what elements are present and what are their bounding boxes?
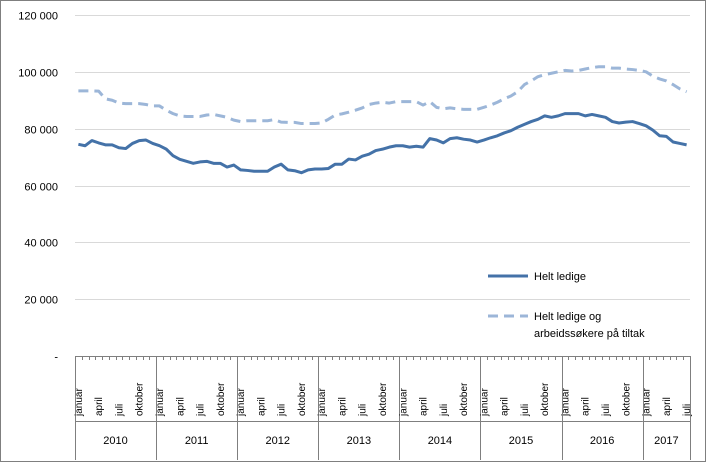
x-year-label: 2010 <box>103 435 127 447</box>
legend: Helt ledige Helt ledige og arbeidssøkere p… <box>488 271 645 340</box>
x-month-label: oktober <box>216 382 227 416</box>
legend-label: Helt ledige og arbeidssøkere på tiltak <box>534 311 645 340</box>
x-month-label: januar <box>155 388 166 417</box>
y-tick-label: 40 000 <box>24 238 58 250</box>
x-month-label: januar <box>560 388 571 417</box>
x-month-label: april <box>256 397 267 416</box>
x-month-label: juli <box>520 404 531 417</box>
x-month-label: april <box>419 397 430 416</box>
x-year-label: 2017 <box>654 435 678 447</box>
x-month-label: april <box>662 397 673 416</box>
y-tick-label: 120 000 <box>18 11 58 23</box>
y-tick-label: - <box>54 352 58 364</box>
x-month-label: oktober <box>621 382 632 416</box>
x-month-label: januar <box>642 388 653 417</box>
x-year-label: 2013 <box>347 435 371 447</box>
x-month-label: april <box>175 397 186 416</box>
x-month-label: juli <box>277 404 288 417</box>
x-month-label: juli <box>682 404 693 417</box>
x-month-label: juli <box>114 404 125 417</box>
x-month-label: april <box>94 397 105 416</box>
series-line-helt-ledige-og-tiltak <box>78 65 688 126</box>
x-month-label: juli <box>196 404 207 417</box>
y-tick-label: 60 000 <box>24 182 58 194</box>
x-month-label: april <box>337 397 348 416</box>
x-month-label: januar <box>317 388 328 417</box>
x-month-label: oktober <box>297 382 308 416</box>
x-month-label: oktober <box>135 382 146 416</box>
y-tick-label: 100 000 <box>18 68 58 80</box>
gridlines <box>75 15 690 300</box>
x-month-label: januar <box>74 388 85 417</box>
x-month-label: juli <box>358 404 369 417</box>
x-month-label: juli <box>601 404 612 417</box>
legend-label: Helt ledige <box>534 271 586 283</box>
x-year-label: 2011 <box>185 435 209 447</box>
x-month-label: oktober <box>459 382 470 416</box>
series-line-helt-ledige <box>78 112 687 175</box>
x-month-label: april <box>500 397 511 416</box>
x-month-label: januar <box>398 388 409 417</box>
x-year-label: 2016 <box>590 435 614 447</box>
x-month-label: juli <box>439 404 450 417</box>
x-month-label: april <box>581 397 592 416</box>
x-year-label: 2012 <box>266 435 290 447</box>
x-year-label: 2015 <box>509 435 533 447</box>
x-month-label: oktober <box>378 382 389 416</box>
x-year-label: 2014 <box>428 435 452 447</box>
x-month-label: januar <box>479 388 490 417</box>
x-month-label: januar <box>236 388 247 417</box>
x-month-label: oktober <box>540 382 551 416</box>
y-tick-label: 80 000 <box>24 125 58 137</box>
series-lines <box>78 65 688 175</box>
y-tick-label: 20 000 <box>24 295 58 307</box>
axes: - 20 000 40 000 60 000 80 000 100 000 120 000 j… <box>18 11 693 460</box>
